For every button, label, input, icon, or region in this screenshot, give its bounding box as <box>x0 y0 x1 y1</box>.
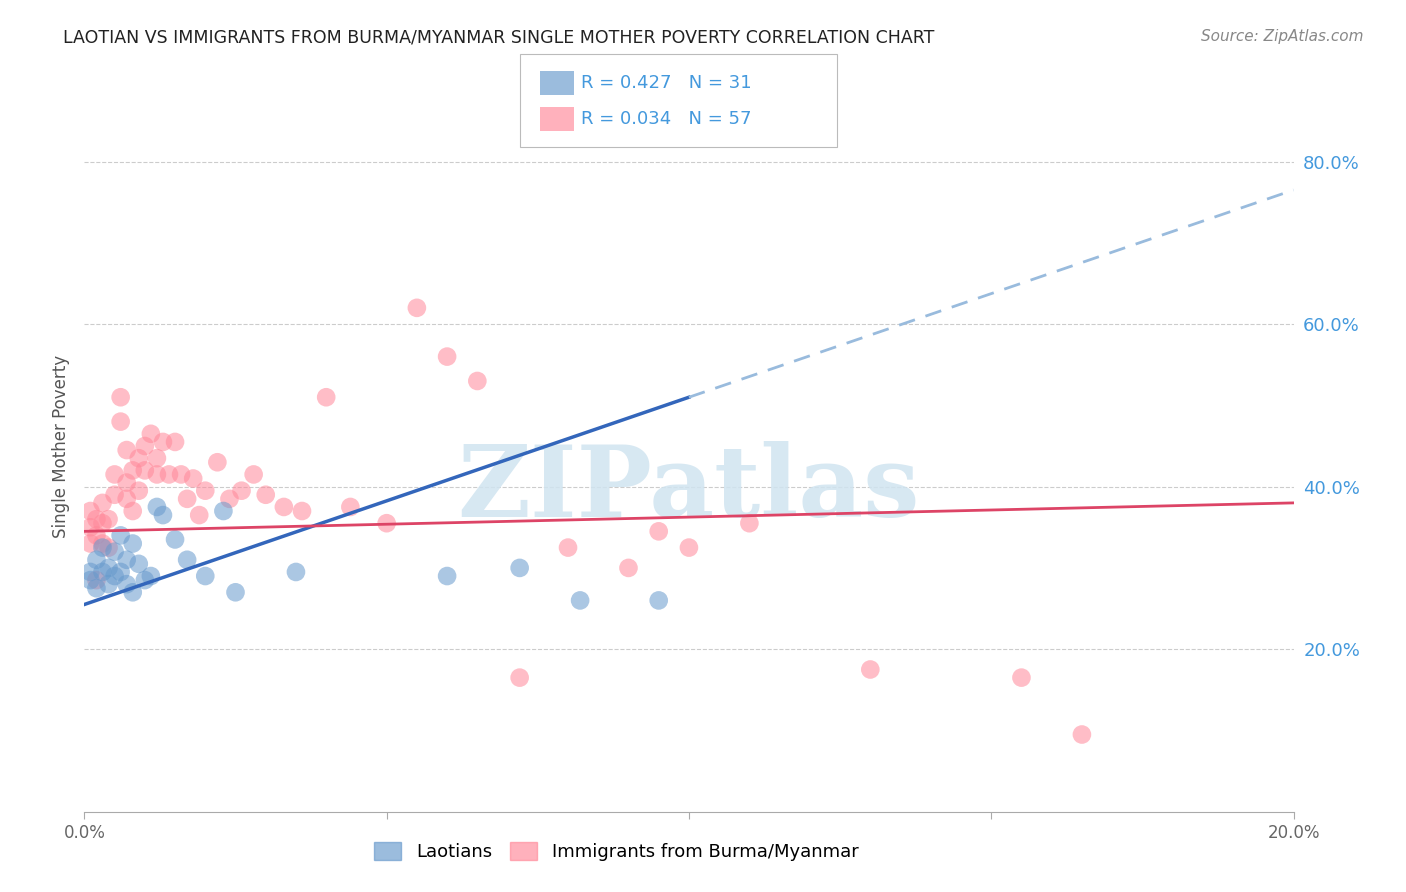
Point <box>1071 727 1094 741</box>
Point <box>110 565 132 579</box>
Y-axis label: Single Mother Poverty: Single Mother Poverty <box>52 354 70 538</box>
Point <box>91 496 114 510</box>
Point <box>157 467 180 482</box>
Point <box>79 504 101 518</box>
Point <box>91 516 114 531</box>
Point <box>254 488 277 502</box>
Point <box>242 467 264 482</box>
Point <box>859 663 882 677</box>
Point <box>104 544 127 558</box>
Point <box>134 439 156 453</box>
Point <box>1011 671 1033 685</box>
Point <box>91 565 114 579</box>
Point <box>170 467 193 482</box>
Point <box>375 516 398 531</box>
Point <box>104 569 127 583</box>
Point <box>152 434 174 449</box>
Point <box>134 463 156 477</box>
Point <box>79 520 101 534</box>
Point <box>97 561 120 575</box>
Point <box>86 528 108 542</box>
Point <box>181 471 204 485</box>
Point <box>115 491 138 506</box>
Point <box>218 491 240 506</box>
Point <box>315 390 337 404</box>
Point <box>436 350 458 364</box>
Point <box>86 581 108 595</box>
Point <box>115 443 138 458</box>
Text: R = 0.427   N = 31: R = 0.427 N = 31 <box>581 74 751 92</box>
Point <box>115 475 138 490</box>
Point <box>194 483 217 498</box>
Point <box>86 573 108 587</box>
Point <box>86 512 108 526</box>
Point <box>128 451 150 466</box>
Point <box>121 585 143 599</box>
Point <box>139 426 162 441</box>
Point <box>569 593 592 607</box>
Point <box>212 504 235 518</box>
Point <box>79 536 101 550</box>
Point <box>97 512 120 526</box>
Point <box>285 565 308 579</box>
Point <box>121 536 143 550</box>
Point <box>225 585 247 599</box>
Point <box>79 565 101 579</box>
Text: Source: ZipAtlas.com: Source: ZipAtlas.com <box>1201 29 1364 44</box>
Point <box>115 577 138 591</box>
Point <box>557 541 579 555</box>
Point <box>134 573 156 587</box>
Point <box>165 434 187 449</box>
Point <box>110 415 132 429</box>
Point <box>509 561 531 575</box>
Point <box>146 500 169 514</box>
Legend: Laotians, Immigrants from Burma/Myanmar: Laotians, Immigrants from Burma/Myanmar <box>367 835 866 869</box>
Point <box>194 569 217 583</box>
Point <box>79 573 101 587</box>
Point <box>152 508 174 522</box>
Point <box>146 467 169 482</box>
Point <box>467 374 489 388</box>
Point <box>110 528 132 542</box>
Point <box>509 671 531 685</box>
Text: R = 0.034   N = 57: R = 0.034 N = 57 <box>581 110 751 128</box>
Point <box>91 536 114 550</box>
Point <box>115 553 138 567</box>
Point <box>128 483 150 498</box>
Point <box>97 577 120 591</box>
Point <box>231 483 253 498</box>
Point <box>128 557 150 571</box>
Point <box>104 467 127 482</box>
Point <box>273 500 295 514</box>
Point <box>406 301 429 315</box>
Point <box>176 491 198 506</box>
Point <box>104 488 127 502</box>
Point <box>176 553 198 567</box>
Text: LAOTIAN VS IMMIGRANTS FROM BURMA/MYANMAR SINGLE MOTHER POVERTY CORRELATION CHART: LAOTIAN VS IMMIGRANTS FROM BURMA/MYANMAR… <box>63 29 935 46</box>
Point <box>188 508 211 522</box>
Point <box>110 390 132 404</box>
Point <box>91 541 114 555</box>
Point <box>436 569 458 583</box>
Point <box>207 455 229 469</box>
Point <box>648 593 671 607</box>
Point <box>146 451 169 466</box>
Point <box>738 516 761 531</box>
Point <box>678 541 700 555</box>
Point <box>165 533 187 547</box>
Point <box>97 541 120 555</box>
Text: ZIPatlas: ZIPatlas <box>458 442 920 539</box>
Point <box>339 500 361 514</box>
Point <box>617 561 640 575</box>
Point <box>139 569 162 583</box>
Point <box>86 553 108 567</box>
Point <box>121 504 143 518</box>
Point <box>648 524 671 539</box>
Point <box>291 504 314 518</box>
Point <box>121 463 143 477</box>
